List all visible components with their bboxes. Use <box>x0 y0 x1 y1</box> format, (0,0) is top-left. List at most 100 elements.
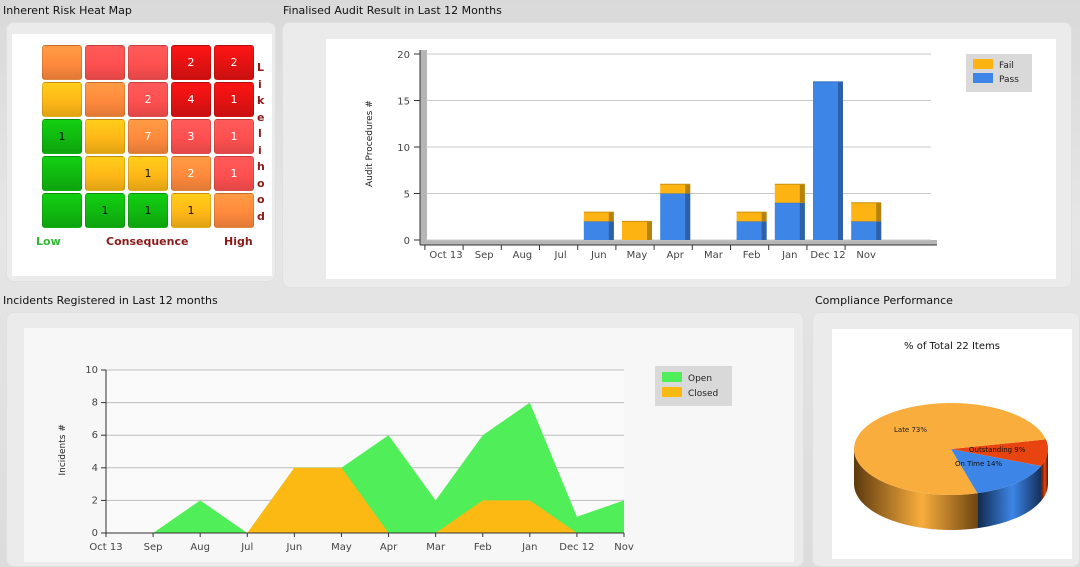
bar-side <box>799 184 805 203</box>
heatmap-cell[interactable]: 1 <box>214 82 254 117</box>
audit-title: Finalised Audit Result in Last 12 Months <box>283 4 502 17</box>
incidents-area-chart: 0 2 4 6 8 10 Incidents # Oct 13 Sep Aug Jul Jun May A… <box>58 365 732 553</box>
legend-label-fail: Fail <box>999 61 1014 71</box>
bar-side <box>799 202 805 240</box>
x-tick-label: May <box>627 250 648 261</box>
low-label: Low <box>36 235 61 248</box>
y-tick-label: 10 <box>397 143 410 154</box>
incidents-chart-area: 0 2 4 6 8 10 Incidents # Oct 13 Sep Aug Jul Jun May A… <box>24 328 794 562</box>
heatmap-cell[interactable]: 2 <box>128 82 168 117</box>
incidents-title: Incidents Registered in Last 12 months <box>3 294 218 307</box>
bar-fail <box>851 202 882 222</box>
likelihood-letter: k <box>257 94 265 107</box>
heatmap-cell[interactable] <box>85 82 125 117</box>
compliance-panel: % of Total 22 Items Late 73% Outstanding 9… <box>812 312 1080 567</box>
heatmap-cell[interactable]: 3 <box>171 119 211 154</box>
audit-panel: 0 5 10 15 20 Audit Procedures # Oct 13 Sep Aug Ju… <box>282 22 1072 288</box>
bar-side <box>838 81 843 241</box>
pie-label-late: Late 73% <box>894 426 927 434</box>
consequence-label: Consequence <box>106 235 189 248</box>
legend-label-pass: Pass <box>999 75 1019 85</box>
y-axis-title: Audit Procedures # <box>365 100 375 187</box>
x-tick-label: Apr <box>380 542 398 553</box>
y-tick-label: 5 <box>404 190 410 201</box>
x-tick-label: Feb <box>474 542 492 553</box>
bar-fail <box>736 212 767 222</box>
heatmap-cell[interactable] <box>85 45 125 80</box>
axis-floor <box>420 240 937 245</box>
x-tick-label: Oct 13 <box>429 250 462 261</box>
bar-side <box>647 221 652 240</box>
bar-side <box>876 202 882 222</box>
likelihood-letter: o <box>257 193 265 206</box>
heatmap-cell[interactable]: 1 <box>85 193 125 228</box>
bar-fail <box>583 212 614 222</box>
heatmap-cell[interactable] <box>42 156 82 191</box>
heatmap-cell[interactable]: 1 <box>214 156 254 191</box>
x-tick-label: Dec 12 <box>559 542 594 553</box>
x-tick-label: Dec 12 <box>810 250 845 261</box>
bar-fail <box>660 184 691 194</box>
heatmap-cell[interactable]: 1 <box>128 156 168 191</box>
x-tick-label: Jul <box>240 542 253 553</box>
x-tick-label: Mar <box>704 250 724 261</box>
pie-side <box>977 466 1042 529</box>
legend-label-closed: Closed <box>688 389 718 399</box>
bar-side <box>685 193 691 240</box>
heatmap-cell[interactable] <box>85 156 125 191</box>
x-tick-label: Feb <box>743 250 761 261</box>
heatmap-cell[interactable]: 1 <box>171 193 211 228</box>
audit-legend: Fail Pass <box>966 54 1032 92</box>
x-tick-label: Jun <box>286 542 303 553</box>
y-tick-label: 0 <box>404 236 410 247</box>
x-tick-label: Aug <box>513 250 533 261</box>
heatmap-cell[interactable] <box>214 193 254 228</box>
heatmap-cell[interactable] <box>42 82 82 117</box>
likelihood-letter: o <box>257 176 265 190</box>
heatmap-cell[interactable]: 2 <box>171 156 211 191</box>
x-tick-label: Jul <box>554 250 567 261</box>
heatmap-title: Inherent Risk Heat Map <box>3 4 132 17</box>
heatmap-cell[interactable]: 7 <box>128 119 168 154</box>
y-tick-label: 10 <box>85 365 98 376</box>
legend-swatch-fail <box>973 59 993 69</box>
legend-swatch-open <box>662 372 682 382</box>
x-tick-label: Mar <box>426 542 446 553</box>
bar-pass <box>583 221 614 240</box>
x-tick-label: Nov <box>856 250 876 261</box>
pie-slice <box>951 449 1042 494</box>
legend-swatch-closed <box>662 387 682 397</box>
bar-fail <box>622 221 652 240</box>
pie-slice <box>854 403 1046 495</box>
heatmap-cell[interactable]: 4 <box>171 82 211 117</box>
likelihood-letter: l <box>258 127 262 140</box>
pie-label-ontime: On Time 14% <box>955 460 1002 468</box>
heatmap-cell[interactable] <box>85 119 125 154</box>
pie-side <box>854 449 978 530</box>
heatmap-cell[interactable]: 1 <box>128 193 168 228</box>
heatmap-cell[interactable] <box>42 45 82 80</box>
likelihood-letter: e <box>257 110 265 124</box>
audit-chart-area: 0 5 10 15 20 Audit Procedures # Oct 13 Sep Aug Ju… <box>326 39 1056 279</box>
x-tick-label: Aug <box>190 542 210 553</box>
heatmap-cell[interactable] <box>42 193 82 228</box>
x-tick-label: May <box>331 542 352 553</box>
pie-title: % of Total 22 Items <box>904 341 1000 352</box>
audit-bar-chart: 0 5 10 15 20 Audit Procedures # Oct 13 Sep Aug Ju… <box>365 50 1032 261</box>
heatmap-cell[interactable]: 2 <box>214 45 254 80</box>
heatmap-cell[interactable] <box>128 45 168 80</box>
heatmap-cell[interactable]: 1 <box>214 119 254 154</box>
heatmap-cell[interactable]: 1 <box>42 119 82 154</box>
y-axis-title: Incidents # <box>58 424 68 475</box>
legend-swatch-pass <box>973 73 993 83</box>
bar-side <box>608 221 614 240</box>
x-tick-label: Nov <box>614 542 634 553</box>
bar-side <box>876 221 882 240</box>
x-tick-label: Oct 13 <box>89 542 122 553</box>
bar-pass <box>851 221 882 240</box>
heatmap-cell[interactable]: 2 <box>171 45 211 80</box>
legend-label-open: Open <box>688 374 712 384</box>
axis-backplate <box>420 50 427 244</box>
